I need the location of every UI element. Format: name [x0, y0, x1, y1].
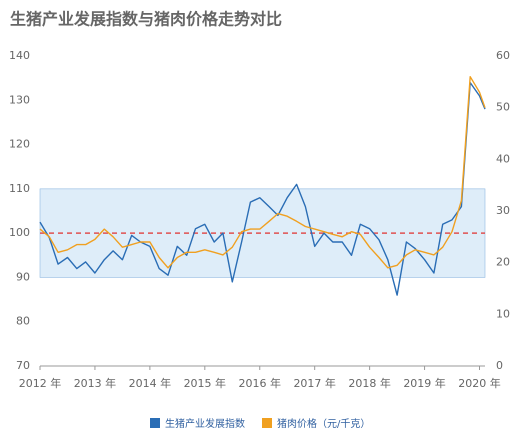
- y-tick-label: 110: [9, 182, 30, 195]
- y-tick-label: 140: [9, 49, 30, 62]
- series-line: [39, 76, 486, 269]
- y2-tick-label: 10: [496, 307, 510, 320]
- series-line: [39, 81, 486, 296]
- y2-tick-label: 60: [496, 49, 510, 62]
- x-tick-label: 2016 年: [239, 376, 282, 390]
- y-tick-label: 90: [16, 270, 30, 283]
- y2-tick-label: 30: [496, 204, 510, 217]
- y-tick-label: 70: [16, 359, 30, 372]
- x-tick-label: 2013 年: [74, 376, 117, 390]
- x-tick-label: 2020 年: [458, 376, 501, 390]
- y-tick-label: 100: [9, 226, 30, 239]
- y-tick-label: 130: [9, 93, 30, 106]
- x-tick-label: 2018 年: [348, 376, 391, 390]
- x-tick-label: 2012 年: [19, 376, 62, 390]
- legend-swatch: [150, 418, 160, 428]
- x-tick-label: 2019 年: [403, 376, 446, 390]
- legend-label: 猪肉价格（元/千克）: [277, 417, 370, 430]
- y2-tick-label: 40: [496, 152, 510, 165]
- legend-label: 生猪产业发展指数: [165, 417, 245, 430]
- y2-tick-label: 0: [496, 359, 503, 372]
- x-tick-label: 2015 年: [184, 376, 227, 390]
- legend-swatch: [262, 418, 272, 428]
- x-tick-label: 2014 年: [129, 376, 172, 390]
- y2-tick-label: 20: [496, 256, 510, 269]
- y-tick-label: 120: [9, 138, 30, 151]
- y2-tick-label: 50: [496, 101, 510, 114]
- x-tick-label: 2017 年: [293, 376, 336, 390]
- y-tick-label: 80: [16, 315, 30, 328]
- chart-title: 生猪产业发展指数与猪肉价格走势对比: [10, 10, 282, 29]
